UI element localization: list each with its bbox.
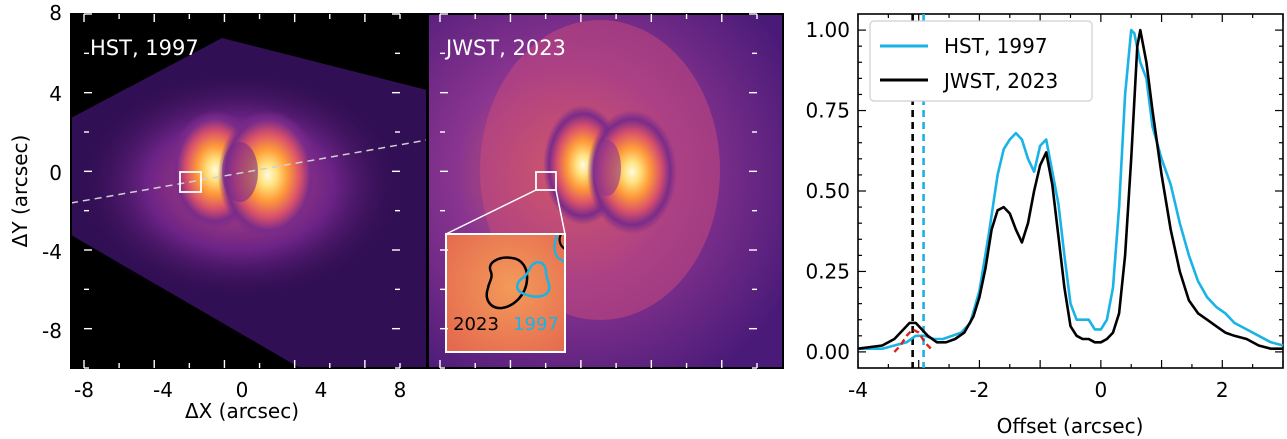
contour-1997-edge — [553, 233, 566, 263]
y-tick-label: 0 — [49, 161, 62, 185]
jwst-panel-label: JWST, 2023 — [444, 36, 566, 60]
y-tick-label: 4 — [49, 82, 62, 106]
jwst-frame — [427, 13, 784, 369]
contour-2023-edge — [558, 233, 566, 250]
contour-2023 — [485, 256, 529, 310]
inset-connector — [555, 189, 566, 235]
inset-label-2023: 2023 — [453, 314, 499, 335]
x-axis-label: ΔX (arcsec) — [185, 399, 299, 423]
x-tick-label: 4 — [315, 378, 328, 402]
hst-image — [71, 38, 427, 368]
x-tick-label: 8 — [394, 378, 407, 402]
chart-y-tick-label: 0.00 — [805, 340, 850, 364]
y-tick-label: 8 — [49, 1, 62, 25]
profile-chart: -4 -2 0 2 0.00 0.25 0.50 0.75 1.00 Offset (arcse… — [805, 13, 1284, 438]
chart-y-tick-label: 0.75 — [805, 99, 850, 123]
inset-label-1997: 1997 — [513, 314, 559, 335]
hst-ticks — [83, 13, 401, 369]
chart-vlines — [911, 14, 925, 368]
inset-connector — [445, 189, 537, 235]
zoom-inset: 2023 1997 — [445, 233, 566, 353]
hst-panel-label: HST, 1997 — [90, 36, 199, 60]
hst-region-box — [179, 171, 202, 193]
chart-series — [857, 28, 1284, 353]
chart-x-tick-label: -2 — [969, 378, 989, 402]
x-tick-label: -4 — [153, 378, 173, 402]
chart-tick-labels: -4 -2 0 2 0.00 0.25 0.50 0.75 1.00 — [805, 18, 1228, 402]
inset-image — [446, 234, 565, 352]
y-tick-label: -4 — [42, 240, 62, 264]
jwst-image-panel: 2023 1997 JWST, 2023 — [427, 13, 784, 369]
chart-x-tick-label: 0 — [1094, 378, 1107, 402]
chart-x-axis-label: Offset (arcsec) — [997, 414, 1144, 438]
x-tick-label: 0 — [236, 378, 249, 402]
chart-y-tick-label: 0.50 — [805, 179, 850, 203]
jwst-region-box — [535, 171, 557, 191]
legend-label-hst: HST, 1997 — [944, 34, 1048, 58]
hst-image-panel: HST, 1997 8 4 0 -4 -8 -8 -4 0 4 8 ΔX (ar… — [8, 1, 428, 423]
chart-series-line-1 — [857, 28, 1283, 350]
legend-label-jwst: JWST, 2023 — [942, 69, 1058, 93]
chart-y-tick-label: 1.00 — [805, 18, 850, 42]
x-tick-label: -8 — [74, 378, 94, 402]
chart-series-line-0 — [858, 28, 1284, 350]
chart-x-tick-label: 2 — [1216, 378, 1229, 402]
jwst-ticks — [439, 13, 758, 369]
slit-line — [70, 139, 428, 204]
y-tick-label: -8 — [42, 319, 62, 343]
contour-1997 — [516, 260, 551, 298]
chart-x-tick-label: -4 — [848, 378, 868, 402]
y-axis-label: ΔY (arcsec) — [8, 135, 32, 248]
inset-frame — [445, 233, 566, 353]
chart-legend: HST, 1997 JWST, 2023 — [869, 20, 1093, 102]
chart-y-tick-label: 0.25 — [805, 259, 850, 283]
